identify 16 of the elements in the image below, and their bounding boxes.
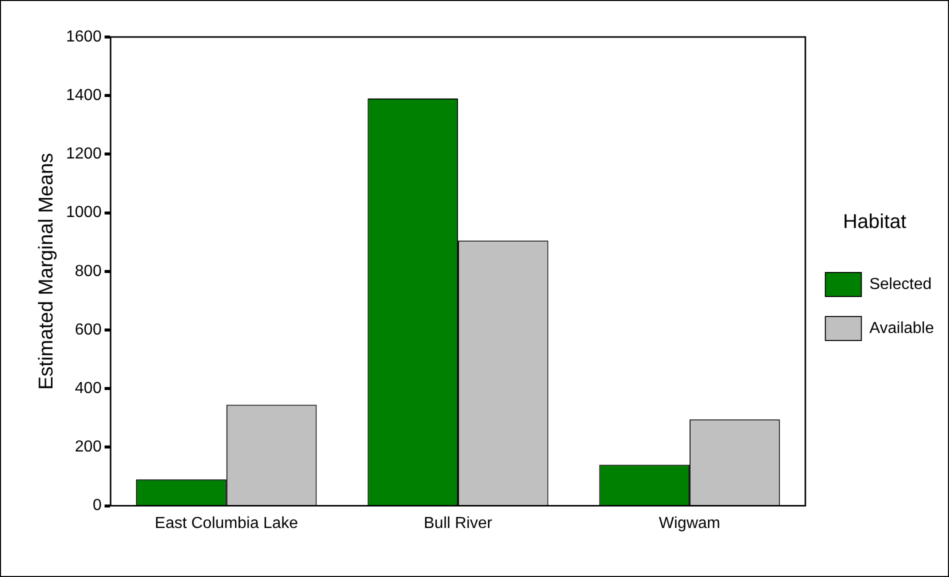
y-tick-label: 600 [74, 321, 102, 338]
legend-title: Habitat [842, 211, 907, 234]
y-tick-label: 1200 [66, 146, 102, 163]
y-tick-label: 0 [92, 497, 102, 514]
y-tick-label: 1600 [66, 28, 102, 46]
x-tick-label: Wigwam [658, 514, 720, 532]
y-tick-label: 400 [74, 380, 102, 398]
y-tick-label: 800 [74, 262, 102, 280]
legend-label: Available [869, 320, 934, 337]
legend-label: Selected [869, 276, 932, 293]
x-tick-label: Bull River [424, 514, 493, 532]
y-tick-label: 1000 [66, 204, 102, 222]
y-axis-title: Estimated Marginal Means [36, 153, 58, 390]
x-tick-label: East Columbia Lake [154, 514, 298, 532]
y-tick-label: 1400 [66, 87, 102, 104]
y-tick-label: 200 [74, 438, 102, 456]
